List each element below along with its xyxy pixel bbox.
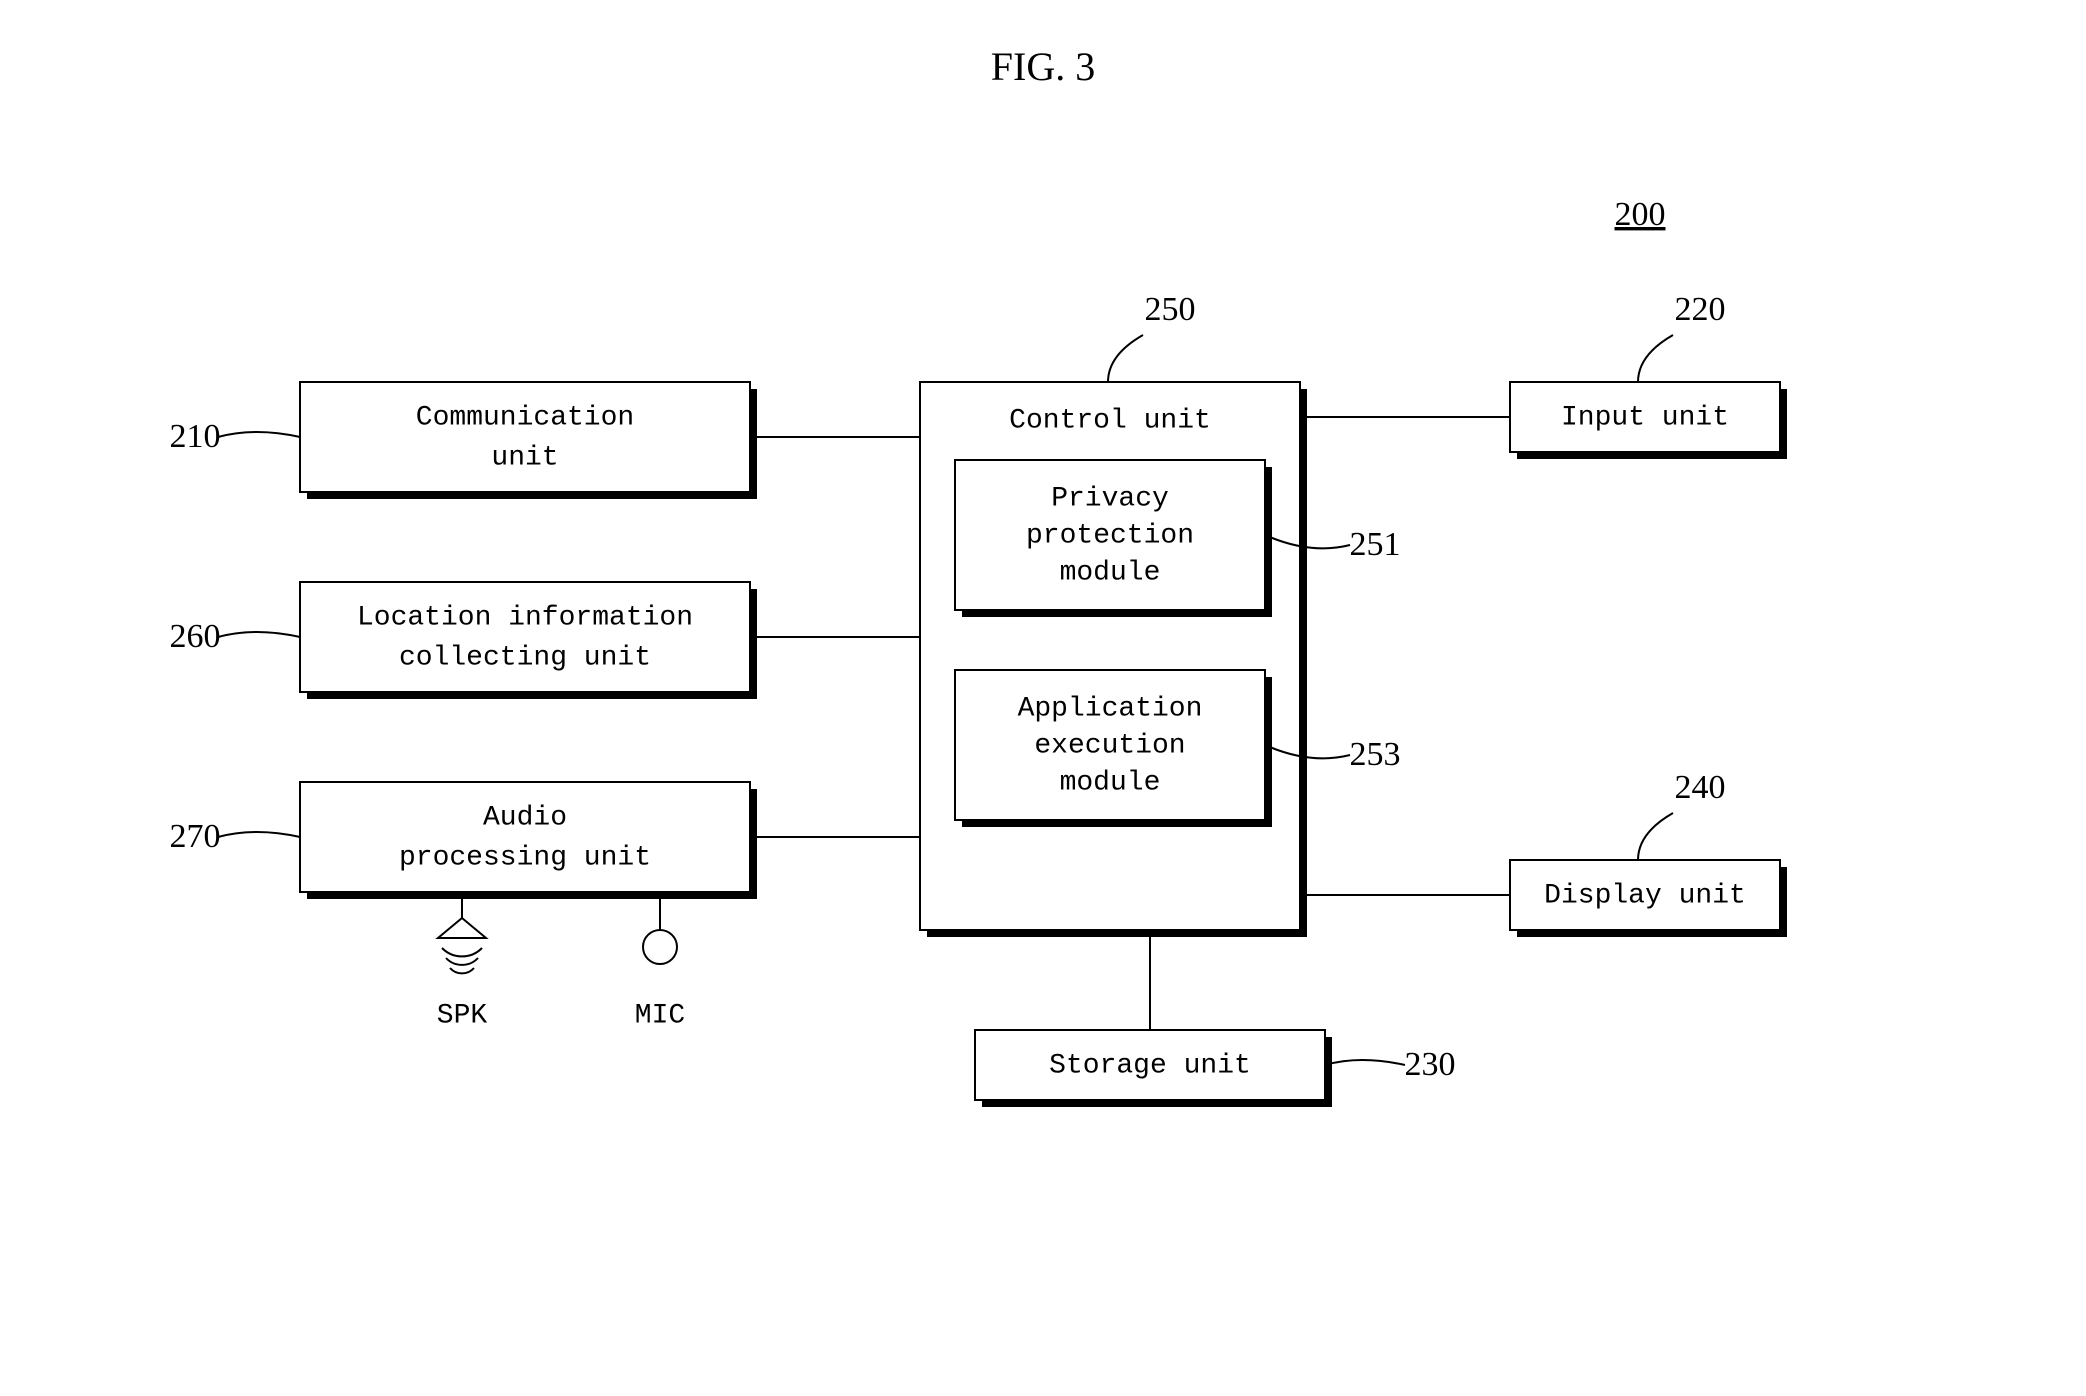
leader-210 [218, 432, 300, 437]
ref-260: 260 [170, 618, 221, 655]
application-line2: execution [1034, 730, 1185, 761]
block-diagram: FIG. 3 200 Communication unit 210 Locati… [0, 0, 2086, 1396]
leader-270 [218, 832, 300, 837]
block-audio: Audio processing unit [300, 782, 757, 899]
leader-220 [1638, 335, 1673, 382]
leader-240 [1638, 813, 1673, 860]
speaker-icon [438, 892, 486, 973]
leader-230 [1325, 1060, 1405, 1065]
block-communication: Communication unit [300, 382, 757, 499]
communication-line1: Communication [416, 402, 634, 433]
figure-title: FIG. 3 [991, 44, 1095, 89]
audio-line2: processing unit [399, 842, 651, 873]
communication-line2: unit [491, 442, 558, 473]
privacy-line1: Privacy [1051, 483, 1169, 514]
application-line3: module [1060, 767, 1161, 798]
mic-icon [643, 892, 677, 964]
mic-label: MIC [635, 1000, 685, 1031]
input-line1: Input unit [1561, 402, 1729, 433]
ref-270: 270 [170, 818, 221, 855]
spk-label: SPK [437, 1000, 488, 1031]
ref-240: 240 [1675, 769, 1726, 806]
audio-line1: Audio [483, 802, 567, 833]
application-line1: Application [1018, 693, 1203, 724]
ref-220: 220 [1675, 291, 1726, 328]
location-line2: collecting unit [399, 642, 651, 673]
privacy-line3: module [1060, 557, 1161, 588]
block-location: Location information collecting unit [300, 582, 757, 699]
block-display: Display unit [1510, 860, 1787, 937]
ref-253: 253 [1350, 736, 1401, 773]
privacy-line2: protection [1026, 520, 1194, 551]
ref-250: 250 [1145, 291, 1196, 328]
block-input: Input unit [1510, 382, 1787, 459]
leader-250 [1108, 335, 1143, 382]
location-line1: Location information [357, 602, 693, 633]
ref-251: 251 [1350, 526, 1401, 563]
display-line1: Display unit [1544, 880, 1746, 911]
ref-200: 200 [1615, 196, 1666, 233]
storage-line1: Storage unit [1049, 1050, 1251, 1081]
block-storage: Storage unit [975, 1030, 1332, 1107]
block-application: Application execution module [955, 670, 1272, 827]
ref-230: 230 [1405, 1046, 1456, 1083]
ref-210: 210 [170, 418, 221, 455]
control-title: Control unit [1009, 405, 1211, 436]
leader-260 [218, 632, 300, 637]
block-privacy: Privacy protection module [955, 460, 1272, 617]
